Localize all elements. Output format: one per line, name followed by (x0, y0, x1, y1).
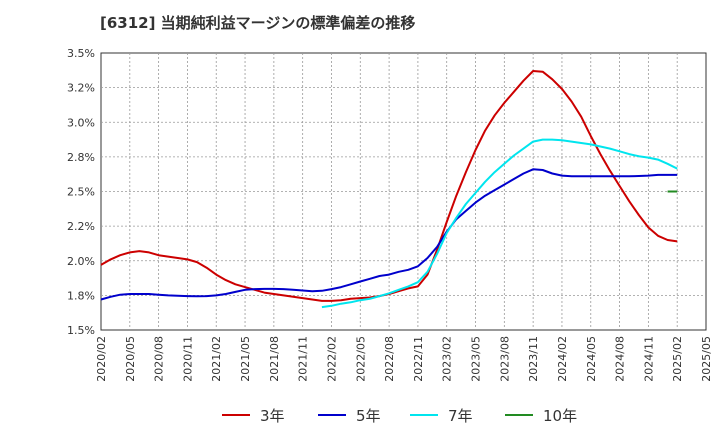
x-tick-label: 2023/05 (470, 336, 483, 382)
legend-label: 3年 (260, 406, 285, 425)
x-tick-label: 2023/08 (498, 336, 511, 382)
x-tick-label: 2024/08 (614, 336, 627, 382)
line-chart: 1.5% 1.8% 2.0% 2.2% 2.5% 2.8% 3.0% 3.2% 3.5% 2020… (67, 47, 713, 382)
legend-label: 7年 (448, 406, 473, 425)
x-tick-label: 2024/05 (585, 336, 598, 382)
legend-item: 7年 (410, 402, 473, 428)
x-tick-label: 2025/05 (700, 336, 713, 382)
x-tick-label: 2020/11 (181, 336, 194, 382)
y-tick-label: 2.8% (67, 151, 95, 164)
x-tick-label: 2020/08 (153, 336, 166, 382)
legend-item: 3年 (222, 402, 285, 428)
legend-item: 10年 (505, 402, 577, 428)
legend-swatch (505, 414, 533, 416)
x-tick-label: 2021/11 (297, 336, 310, 382)
x-tick-label: 2021/05 (239, 336, 252, 382)
y-tick-label: 2.2% (67, 220, 95, 233)
chart-legend: 3年 5年 7年 10年 (0, 402, 720, 428)
chart-title: [6312] 当期純利益マージンの標準偏差の推移 (100, 14, 416, 32)
legend-label: 10年 (543, 406, 578, 425)
y-tick-label: 1.5% (67, 324, 95, 337)
y-tick-label: 2.0% (67, 255, 95, 268)
x-tick-label: 2025/02 (671, 336, 684, 382)
y-tick-label: 2.5% (67, 186, 95, 199)
y-tick-label: 1.8% (67, 289, 95, 302)
series-line-5年 (100, 168, 678, 301)
x-tick-label: 2023/11 (527, 336, 540, 382)
x-tick-label: 2024/02 (556, 336, 569, 382)
x-tick-label: 2023/02 (441, 336, 454, 382)
x-tick-label: 2022/08 (383, 336, 396, 382)
legend-item: 5年 (318, 402, 381, 428)
x-tick-label: 2022/05 (354, 336, 367, 382)
x-tick-label: 2022/11 (412, 336, 425, 382)
y-tick-label: 3.2% (67, 82, 95, 95)
y-tick-label: 3.5% (67, 47, 95, 60)
x-tick-label: 2024/11 (642, 336, 655, 382)
legend-swatch (410, 414, 438, 416)
legend-swatch (222, 414, 250, 416)
x-tick-label: 2021/02 (210, 336, 223, 382)
legend-label: 5年 (356, 406, 381, 425)
legend-swatch (318, 414, 346, 416)
x-tick-label: 2021/08 (268, 336, 281, 382)
x-tick-label: 2020/02 (95, 336, 108, 382)
x-tick-label: 2022/02 (325, 336, 338, 382)
x-tick-label: 2020/05 (124, 336, 137, 382)
y-tick-label: 3.0% (67, 116, 95, 129)
series-line-7年 (321, 138, 678, 309)
